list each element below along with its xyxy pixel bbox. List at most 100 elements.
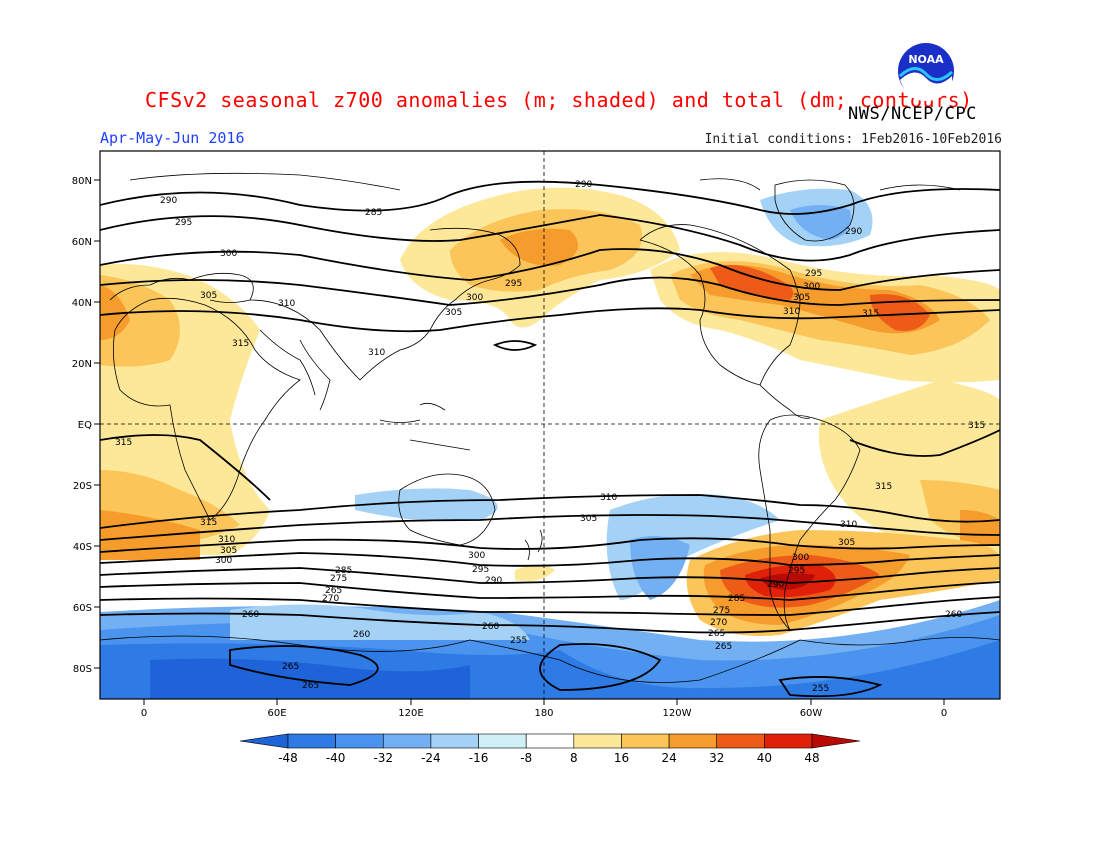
colorbar-tick-label: 16 [614, 751, 629, 765]
lon-label: 0 [941, 708, 947, 719]
contour-label: 290 [160, 196, 177, 206]
lon-label: 120W [663, 708, 692, 719]
contour-label: 265 [282, 662, 299, 672]
contour-label: 310 [783, 307, 800, 317]
colorbar-tick-label: -8 [520, 751, 532, 765]
contour-label: 260 [242, 610, 259, 620]
agency-label: NWS/NCEP/CPC [848, 104, 977, 124]
contour-label: 285 [728, 594, 745, 604]
contour-label: 260 [482, 622, 499, 632]
lat-label: EQ [78, 420, 92, 431]
contour-label: 305 [445, 308, 462, 318]
colorbar-swatch [287, 733, 336, 749]
contour-label: 315 [968, 421, 985, 431]
contour-label: 275 [713, 606, 730, 616]
colorbar-tick-label: -40 [326, 751, 346, 765]
contour-label: 315 [875, 482, 892, 492]
contour-label: 300 [803, 282, 820, 292]
contour-label: 310 [218, 535, 235, 545]
antarctica-coastline [100, 635, 1000, 683]
lat-label: 80S [73, 664, 92, 675]
season-label: Apr-May-Jun 2016 [100, 129, 245, 147]
contour-label: 270 [322, 594, 339, 604]
contour-label: 305 [793, 293, 810, 303]
contour-label: 315 [200, 518, 217, 528]
lat-label: 20S [73, 481, 92, 492]
colorbar-swatch [478, 733, 527, 749]
contour-label: 305 [838, 538, 855, 548]
longitude-labels: 0 60E 120E 180 120W 60W 0 [141, 708, 947, 719]
contour-label: 300 [792, 553, 809, 563]
colorbar-tick-label: -16 [469, 751, 489, 765]
lat-label: 40N [72, 298, 92, 309]
contour-label: 310 [600, 493, 617, 503]
lat-label: 60S [73, 603, 92, 614]
contour-label: 310 [278, 299, 295, 309]
colorbar-swatch [525, 733, 575, 749]
colorbar-tick-label: 48 [804, 751, 819, 765]
lat-label: 80N [72, 176, 92, 187]
south-pacific-light-blue [355, 488, 498, 522]
contour-label: 290 [845, 227, 862, 237]
chart-title: CFSv2 seasonal z700 anomalies (m; shaded… [145, 88, 973, 112]
colorbar-tick-label: 8 [570, 751, 578, 765]
lon-label: 180 [534, 708, 553, 719]
colorbar-swatch [573, 733, 622, 749]
lat-label: 40S [73, 542, 92, 553]
contour-label: 260 [353, 630, 370, 640]
contour-label: 285 [365, 208, 382, 218]
lat-label: 20N [72, 359, 92, 370]
contour-label: 260 [945, 610, 962, 620]
colorbar-swatch [764, 733, 813, 749]
contour-label: 305 [580, 514, 597, 524]
colorbar-tick-label: -24 [421, 751, 441, 765]
contour-label: 270 [710, 618, 727, 628]
contour-label: 265 [708, 629, 725, 639]
contour-label: 275 [330, 574, 347, 584]
coastline-layer [100, 172, 1000, 683]
contour-label: 290 [575, 180, 592, 190]
contour-label: 295 [788, 566, 805, 576]
colorbar-tick-label: 24 [661, 751, 676, 765]
shaded-anomaly-layer [100, 151, 1000, 699]
contour-label: 290 [767, 580, 784, 590]
asia-coastline [249, 227, 521, 381]
noaa-logo-icon: NOAA [896, 41, 956, 101]
contour-label: 295 [805, 269, 822, 279]
contour-label: 295 [472, 565, 489, 575]
colorbar-swatch [335, 733, 384, 749]
colorbar-swatch [716, 733, 765, 749]
latitude-axis [94, 179, 100, 669]
contour-label: 300 [215, 556, 232, 566]
colorbar-tick-label: -32 [373, 751, 393, 765]
contour-label: 310 [840, 520, 857, 530]
contour-label: 295 [505, 279, 522, 289]
contour-label: 290 [485, 576, 502, 586]
contour-label: 255 [510, 636, 527, 646]
colorbar-min-arrow [239, 733, 289, 749]
height-contours [100, 180, 1000, 698]
north-america-coastline [639, 224, 801, 386]
noaa-logo-text: NOAA [908, 53, 944, 66]
contour-label: 315 [232, 339, 249, 349]
contour-label: 305 [220, 546, 237, 556]
contour-label: 285 [335, 566, 352, 576]
contour-label: 265 [325, 586, 342, 596]
contour-label: 255 [812, 684, 829, 694]
africa-coastline [112, 297, 301, 521]
contour-label: 300 [220, 249, 237, 259]
contour-label: 315 [115, 438, 132, 448]
contour-label: 265 [715, 642, 732, 652]
colorbar-swatch [430, 733, 479, 749]
contour-label: 300 [466, 293, 483, 303]
europe-coastline [109, 272, 254, 303]
lon-label: 60E [267, 708, 286, 719]
lon-label: 60W [800, 708, 823, 719]
south-america-coastline [758, 414, 861, 631]
lon-label: 120E [398, 708, 423, 719]
colorbar-swatch [621, 733, 670, 749]
colorbar-swatch [382, 733, 432, 749]
contour-label: 305 [200, 291, 217, 301]
contour-label: 315 [862, 309, 879, 319]
contour-label: 310 [368, 348, 385, 358]
